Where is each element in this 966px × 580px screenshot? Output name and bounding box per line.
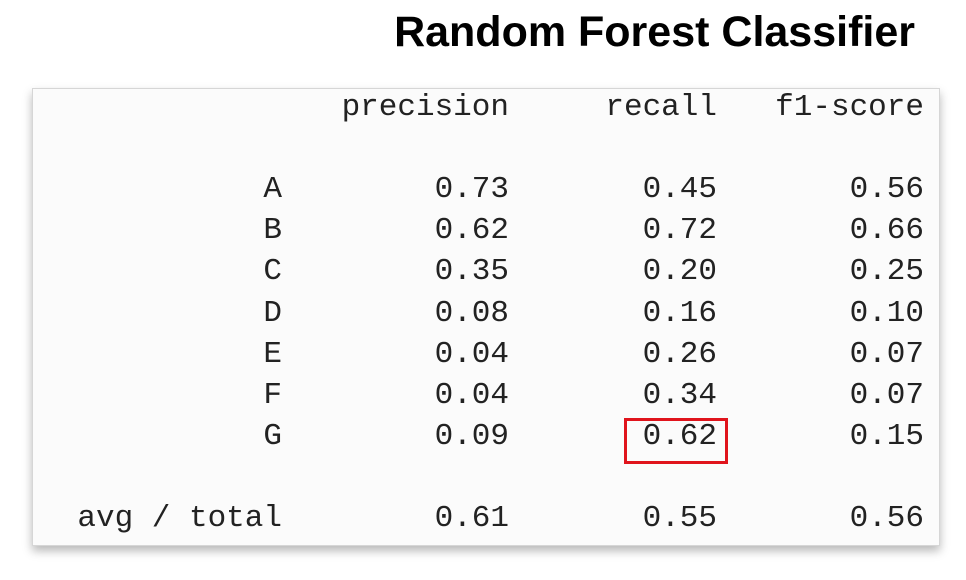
cell-G-recall: 0.62 — [642, 419, 717, 455]
cell-B-f1-score: 0.66 — [849, 213, 924, 249]
cell-F-f1-score: 0.07 — [849, 378, 924, 413]
cell-E-f1-score: 0.07 — [849, 336, 924, 372]
cell-E-precision: 0.04 — [434, 336, 509, 372]
cell-F-recall: 0.34 — [642, 378, 717, 413]
row-label-C: C — [263, 254, 282, 290]
summary-row-label: avg / total — [77, 501, 282, 536]
cell-F-precision: 0.04 — [434, 378, 509, 413]
cell-B-precision: 0.62 — [434, 213, 509, 249]
summary-cell-precision: 0.61 — [434, 501, 509, 536]
row-label-F: F — [263, 378, 282, 413]
row-label-D: D — [263, 295, 282, 331]
cell-D-f1-score: 0.10 — [849, 295, 924, 331]
cell-A-f1-score: 0.56 — [849, 172, 924, 207]
row-label-G: G — [263, 419, 282, 455]
row-label-B: B — [263, 213, 282, 249]
column-header-precision: precision — [341, 90, 509, 125]
row-label-E: E — [263, 336, 282, 372]
column-header-recall: recall — [605, 90, 717, 125]
column-header-f1-score: f1-score — [775, 90, 924, 125]
cell-E-recall: 0.26 — [642, 336, 717, 372]
cell-C-f1-score: 0.25 — [849, 254, 924, 290]
cell-D-precision: 0.08 — [434, 295, 509, 331]
highlight-box — [624, 418, 728, 464]
cell-G-f1-score: 0.15 — [849, 419, 924, 455]
cell-C-recall: 0.20 — [642, 254, 717, 290]
cell-B-recall: 0.72 — [642, 213, 717, 249]
report-panel — [32, 88, 940, 546]
cell-C-precision: 0.35 — [434, 254, 509, 290]
cell-D-recall: 0.16 — [642, 295, 717, 331]
cell-A-recall: 0.45 — [642, 172, 717, 207]
summary-cell-f1-score: 0.56 — [849, 501, 924, 536]
summary-cell-recall: 0.55 — [642, 501, 717, 536]
cell-G-precision: 0.09 — [434, 419, 509, 455]
row-label-A: A — [263, 172, 282, 207]
chart-title: Random Forest Classifier — [394, 8, 915, 56]
cell-A-precision: 0.73 — [434, 172, 509, 207]
